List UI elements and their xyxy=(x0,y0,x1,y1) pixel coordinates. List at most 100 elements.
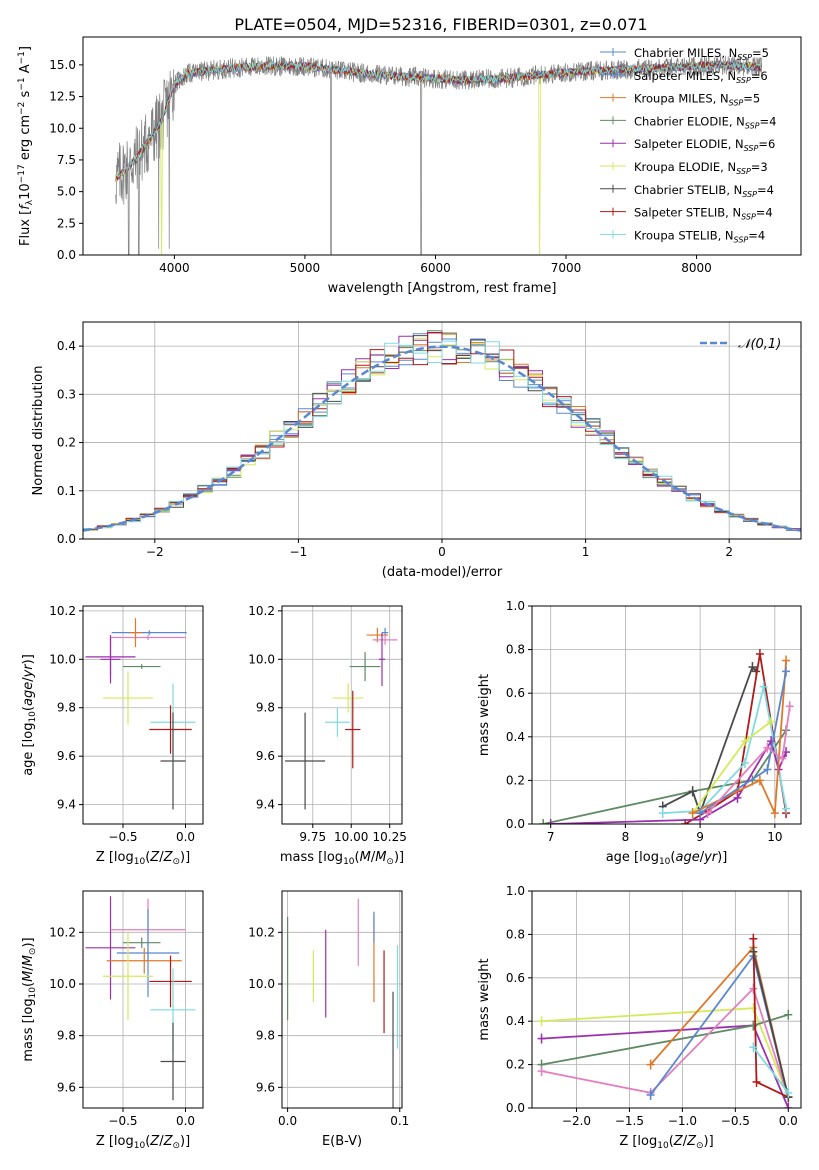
x-tick-label: 0.1 xyxy=(390,1114,409,1128)
x-axis-label-part: E(B-V) xyxy=(322,1134,362,1149)
y-axis-label-part: M xyxy=(21,971,36,982)
y-axis-label: mass weight xyxy=(477,674,492,756)
y-axis-label-part: −1 xyxy=(17,77,27,90)
y-tick-label: 10.0 xyxy=(49,121,76,135)
x-axis-label: Z [log10(Z/Z⊙)] xyxy=(96,850,190,867)
y-tick-label: 0.3 xyxy=(57,387,76,401)
axes-frame xyxy=(82,36,802,256)
series-line xyxy=(752,1046,790,1094)
y-axis-label: Normed distribution xyxy=(31,366,46,496)
y-axis-label-part: mass [log xyxy=(21,998,36,1061)
axes-frame xyxy=(531,605,802,825)
y-tick-label: 0.4 xyxy=(506,730,525,744)
axes-frame xyxy=(82,605,204,825)
x-axis-label-part: Z xyxy=(163,850,174,865)
y-tick-label: 0.2 xyxy=(506,773,525,787)
y-tick-label: 10.2 xyxy=(248,604,275,618)
legend-sub: SSP xyxy=(744,144,759,153)
y-tick-label: 10.2 xyxy=(248,925,275,939)
y-tick-label: 0.8 xyxy=(506,643,525,657)
legend-label-kroupa-miles: Kroupa MILES, NSSP=5 xyxy=(634,92,760,108)
x-axis-label-part: / xyxy=(683,1134,688,1149)
y-tick-label: 9.8 xyxy=(256,701,275,715)
x-axis-label-part: 10 xyxy=(134,1141,146,1151)
y-axis-label-part: 10 xyxy=(18,183,33,200)
x-axis-label-part: 10 xyxy=(659,857,671,867)
y-tick-label: 0.2 xyxy=(506,1058,525,1072)
x-tick-label: 6000 xyxy=(420,261,451,275)
x-axis-label-part: 10 xyxy=(134,857,146,867)
legend-label-kroupa-elodie: Kroupa ELODIE, NSSP=3 xyxy=(634,160,768,176)
y-axis-label-part: mass weight xyxy=(477,674,492,756)
errorbar-point-kroupa-stelib xyxy=(325,707,350,737)
y-tick-label: 0.4 xyxy=(506,1014,525,1028)
x-axis-label-part: (data-model)/error xyxy=(382,565,503,580)
x-axis-label-part: / xyxy=(700,850,705,865)
residuals-histogram-panel: −2 −1 0 1 2 0.0 0.1 0.2 0.3 0.4 (data-model)/error… xyxy=(31,321,802,580)
series-line xyxy=(541,986,790,1098)
x-tick-label: 7 xyxy=(547,830,555,844)
legend-model-name: Salpeter STELIB, N xyxy=(634,206,741,220)
model-spectrum-salpeter-stelib xyxy=(115,59,762,181)
x-axis-label-part: yr xyxy=(703,850,719,865)
x-axis-label-part: Z [log xyxy=(96,1134,134,1149)
x-tick-label: 0.0 xyxy=(278,1114,297,1128)
y-tick-label: 1.0 xyxy=(506,599,525,613)
y-tick-label: 9.6 xyxy=(57,1080,76,1094)
legend-label-chabrier-miles: Chabrier MILES, NSSP=5 xyxy=(634,46,769,62)
y-tick-label: 0.8 xyxy=(506,927,525,941)
mass-vs-ebv-panel: 0.0 0.1 9.6 9.8 10.0 10.2 E(B-V) xyxy=(248,890,409,1149)
y-axis-label-part: −2 xyxy=(17,102,27,115)
y-tick-label: 15.0 xyxy=(49,58,76,72)
legend-model-name: Kroupa ELODIE, N xyxy=(634,160,736,174)
y-axis-label-part: mass weight xyxy=(477,958,492,1040)
y-axis-label-part: ( xyxy=(21,706,36,711)
x-tick-label: 0.0 xyxy=(176,1114,195,1128)
errorbar-point-kroupa-elodie xyxy=(103,671,153,725)
x-axis-label-part: )] xyxy=(394,850,404,865)
x-tick-label: 10.25 xyxy=(373,830,407,844)
errorbar-point-chabrier-elodie xyxy=(123,937,161,948)
legend-nssp: =4 xyxy=(756,206,773,220)
y-tick-label: 0.0 xyxy=(57,532,76,546)
legend-label-salpeter-elodie: Salpeter ELODIE, NSSP=6 xyxy=(634,137,775,153)
legend-nssp: =4 xyxy=(748,228,765,242)
x-axis-label-part: Z [log xyxy=(619,1134,657,1149)
y-tick-label: 2.5 xyxy=(57,216,76,230)
series-kroupa-stelib xyxy=(749,1042,793,1098)
series-line xyxy=(706,706,791,814)
legend-label-salpeter-miles: Salpeter MILES, NSSP=6 xyxy=(634,69,768,85)
x-axis-label-part: mass [log xyxy=(280,850,343,865)
legend-model-name: Salpeter MILES, N xyxy=(634,69,736,83)
massweight-vs-metallicity-panel: −2.0 −1.5 −1.0 −0.5 0.0 0.0 0.2 0.4 0.6 0.8 1.0 Z [… xyxy=(477,884,802,1151)
y-axis-label-part: age [log xyxy=(21,723,36,776)
y-axis-label: mass [log10(M/M⊙)] xyxy=(21,937,38,1061)
legend-model-name: Chabrier ELODIE, N xyxy=(634,114,745,128)
axes-frame xyxy=(281,605,403,825)
y-axis-label-part: λ xyxy=(25,199,35,205)
y-tick-label: 9.8 xyxy=(256,1029,275,1043)
series-chabrier-elodie xyxy=(537,1009,793,1070)
legend-nssp: =4 xyxy=(757,183,774,197)
x-tick-label: 0 xyxy=(438,545,446,559)
legend-nssp: =3 xyxy=(751,160,768,174)
y-tick-label: 10.0 xyxy=(49,652,76,666)
legend-label-chabrier-elodie: Chabrier ELODIE, NSSP=4 xyxy=(634,114,776,130)
legend-model-name: Chabrier MILES, N xyxy=(634,46,737,60)
x-tick-label: 8000 xyxy=(681,261,712,275)
series-kroupa-elodie xyxy=(537,1003,793,1103)
y-tick-label: 7.5 xyxy=(57,153,76,167)
x-axis-label: E(B-V) xyxy=(322,1134,362,1149)
legend-label-salpeter-stelib: Salpeter STELIB, NSSP=4 xyxy=(634,206,773,222)
x-axis-label-part: ( xyxy=(355,850,360,865)
series-salpeter-elodie xyxy=(537,1020,793,1108)
mass-vs-metallicity-panel: −0.5 0.09.69.810.010.2Z [log10(Z/Z⊙)]mass… xyxy=(21,890,204,1151)
errorbar-point-chabrier-elodie xyxy=(349,652,381,682)
x-axis-label-part: age [log xyxy=(606,850,659,865)
figure-title: PLATE=0504, MJD=52316, FIBERID=0301, z=0… xyxy=(234,15,647,34)
x-axis-label-part: ⊙ xyxy=(172,857,180,867)
errorbar-point-kroupa-miles xyxy=(129,618,142,648)
y-tick-label: 12.5 xyxy=(49,90,76,104)
